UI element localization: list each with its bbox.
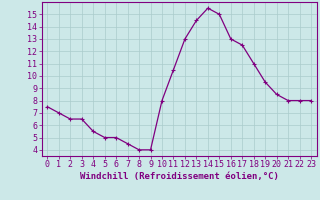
X-axis label: Windchill (Refroidissement éolien,°C): Windchill (Refroidissement éolien,°C): [80, 172, 279, 181]
